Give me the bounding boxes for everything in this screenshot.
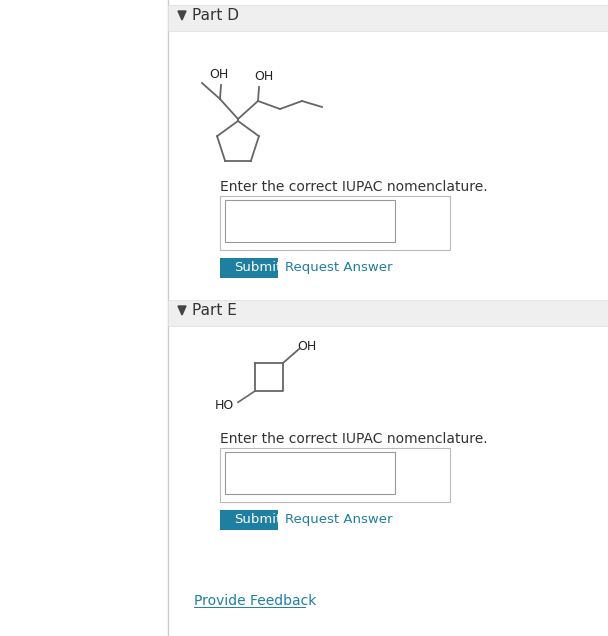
Text: Part D: Part D <box>192 8 239 23</box>
Text: HO: HO <box>215 399 234 412</box>
Polygon shape <box>178 11 186 20</box>
Text: OH: OH <box>209 68 228 81</box>
Text: Part E: Part E <box>192 303 237 318</box>
Bar <box>220 448 450 502</box>
Bar <box>220 196 450 250</box>
Text: Enter the correct IUPAC nomenclature.: Enter the correct IUPAC nomenclature. <box>220 432 488 446</box>
Bar <box>220 258 278 278</box>
Text: OH: OH <box>254 70 273 83</box>
Bar <box>168 300 608 326</box>
Polygon shape <box>178 306 186 315</box>
Bar <box>220 510 278 530</box>
Bar <box>168 5 608 31</box>
Text: Enter the correct IUPAC nomenclature.: Enter the correct IUPAC nomenclature. <box>220 180 488 194</box>
Text: Provide Feedback: Provide Feedback <box>194 594 316 608</box>
Text: Request Answer: Request Answer <box>285 261 393 274</box>
Text: Request Answer: Request Answer <box>285 513 393 526</box>
Text: OH: OH <box>297 340 316 353</box>
Text: Submit: Submit <box>234 261 282 274</box>
Bar <box>225 452 395 494</box>
Text: Submit: Submit <box>234 513 282 526</box>
Bar <box>225 200 395 242</box>
